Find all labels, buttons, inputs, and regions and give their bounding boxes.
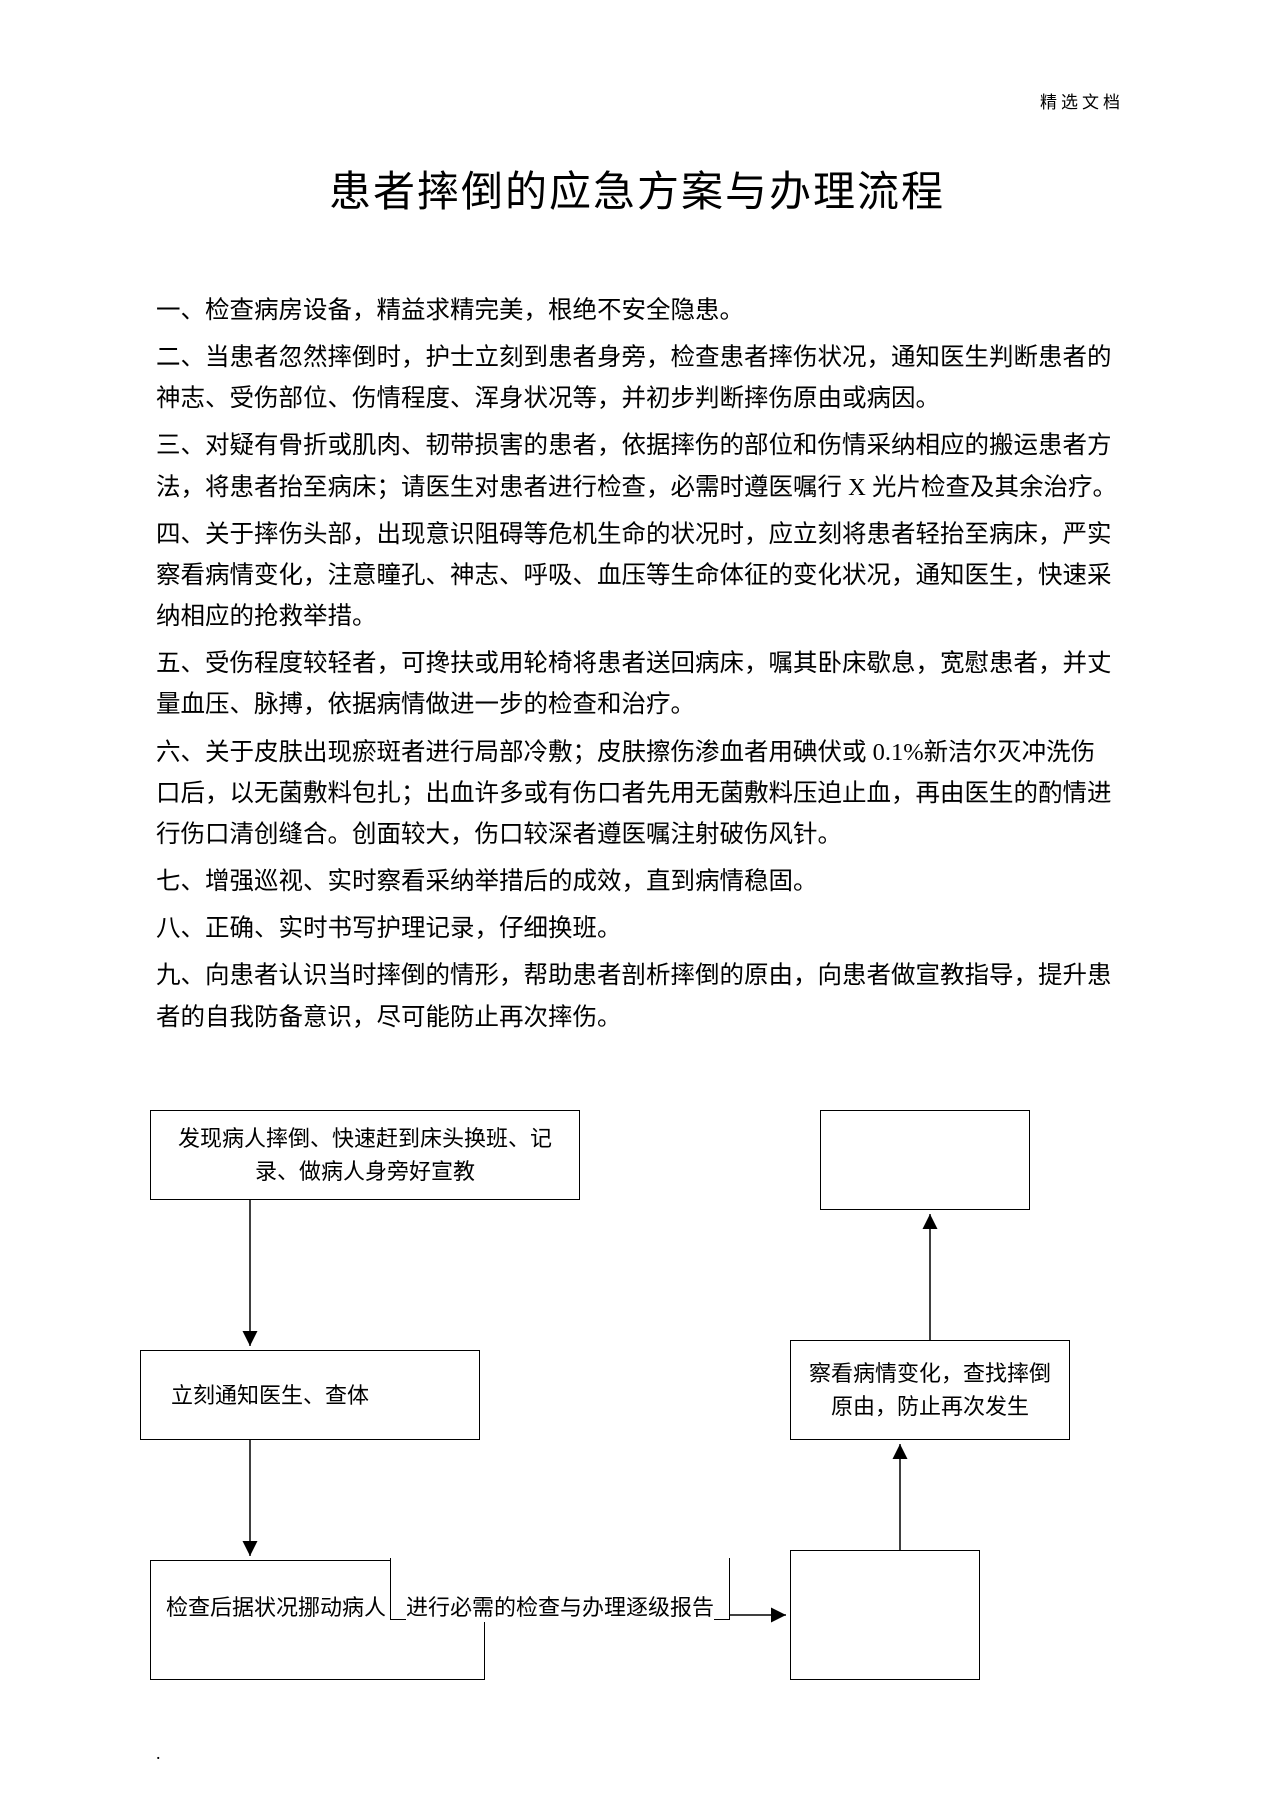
flow-node-4: [790, 1550, 980, 1680]
flow-node-3b-label: 进行必需的检查与办理逐级报告: [406, 1590, 714, 1622]
flow-node-2: 立刻通知医生、查体: [140, 1350, 480, 1440]
paragraph-9: 九、向患者认识当时摔倒的情形，帮助患者剖析摔倒的原由，向患者做宣教指导，提升患者…: [156, 955, 1118, 1037]
paragraph-8: 八、正确、实时书写护理记录，仔细换班。: [156, 908, 1118, 949]
paragraph-5: 五、受伤程度较轻者，可搀扶或用轮椅将患者送回病床，嘱其卧床歇息，宽慰患者，并丈量…: [156, 643, 1118, 725]
body-text: 一、检查病房设备，精益求精完美，根绝不安全隐患。 二、当患者忽然摔倒时，护士立刻…: [156, 290, 1118, 1044]
flow-node-1: 发现病人摔倒、快速赶到床头换班、记录、做病人身旁好宣教: [150, 1110, 580, 1200]
flow-node-6: [820, 1110, 1030, 1210]
flowchart: 发现病人摔倒、快速赶到床头换班、记录、做病人身旁好宣教 立刻通知医生、查体 检查…: [130, 1110, 1150, 1730]
page-title: 患者摔倒的应急方案与办理流程: [0, 158, 1274, 219]
paragraph-6: 六、关于皮肤出现瘀斑者进行局部冷敷；皮肤擦伤渗血者用碘伏或 0.1%新洁尔灭冲洗…: [156, 732, 1118, 855]
flow-node-5: 察看病情变化，查找摔倒原由，防止再次发生: [790, 1340, 1070, 1440]
header-mark: 精选文档: [1040, 88, 1124, 113]
flow-node-3a-label: 检查后据状况挪动病人: [166, 1590, 386, 1622]
paragraph-3: 三、对疑有骨折或肌肉、韧带损害的患者，依据摔伤的部位和伤情采纳相应的搬运患者方法…: [156, 425, 1118, 507]
paragraph-4: 四、关于摔伤头部，出现意识阻碍等危机生命的状况时，应立刻将患者轻抬至病床，严实察…: [156, 514, 1118, 637]
paragraph-2: 二、当患者忽然摔倒时，护士立刻到患者身旁，检查患者摔伤状况，通知医生判断患者的神…: [156, 337, 1118, 419]
footer-dot: .: [156, 1743, 161, 1764]
paragraph-1: 一、检查病房设备，精益求精完美，根绝不安全隐患。: [156, 290, 1118, 331]
paragraph-7: 七、增强巡视、实时察看采纳举措后的成效，直到病情稳固。: [156, 861, 1118, 902]
